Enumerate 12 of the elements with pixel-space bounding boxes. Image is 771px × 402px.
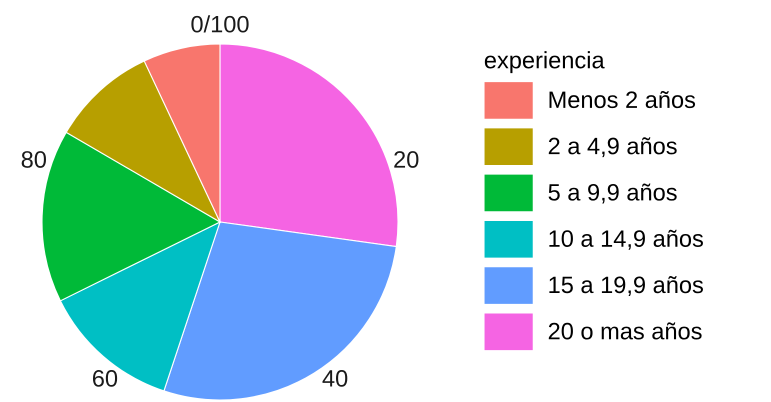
- text: 40: [322, 370, 348, 387]
- legend-label: 20 o mas años: [548, 322, 702, 340]
- legend-label: 15 a 19,9 años: [549, 276, 703, 296]
- legend-title: experiencia: [484, 51, 605, 74]
- legend-label: Menos 2 años: [550, 90, 696, 108]
- text: 20: [394, 151, 418, 168]
- legend-label: 5 a 9,9 años: [548, 184, 677, 204]
- legend-label: 2 a 4,9 años: [548, 137, 677, 158]
- text: 80: [22, 151, 46, 168]
- text: 0/100: [191, 15, 249, 33]
- text: 60: [92, 370, 118, 387]
- legend-label: 10 a 14,9 años: [549, 230, 703, 250]
